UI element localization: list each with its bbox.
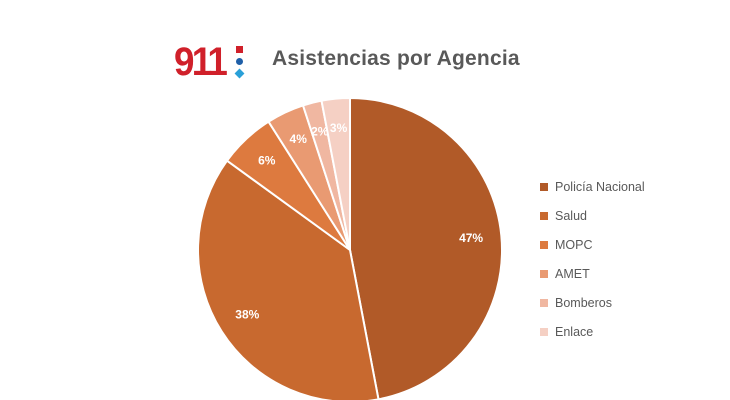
legend-swatch — [540, 182, 548, 191]
logo-dot-icon — [236, 58, 243, 65]
slice-data-label: 4% — [290, 132, 308, 146]
logo-cross-icon — [236, 46, 243, 53]
legend-label: AMET — [555, 266, 590, 281]
slice-data-label: 2% — [311, 124, 329, 138]
legend-item: Salud — [540, 201, 720, 230]
legend-label: Enlace — [555, 324, 594, 339]
slice-data-label: 6% — [258, 154, 276, 168]
logo-text: 911 — [174, 40, 228, 84]
legend-swatch — [540, 327, 548, 336]
slice-data-label: 47% — [459, 231, 483, 245]
legend-swatch — [540, 298, 548, 307]
pie-slice-enlace — [320, 96, 351, 251]
legend-item: Bomberos — [540, 288, 720, 317]
legend-swatch — [540, 240, 548, 249]
legend-label: Bomberos — [555, 295, 612, 310]
911-logo: 911 — [174, 40, 245, 86]
legend-swatch — [540, 269, 548, 278]
slice-data-label: 38% — [235, 307, 259, 321]
chart-title: Asistencias por Agencia — [272, 47, 520, 70]
pie-slice-salud — [197, 159, 380, 400]
legend-swatch — [540, 211, 548, 220]
legend-item: AMET — [540, 259, 720, 288]
legend-label: Policía Nacional — [555, 179, 645, 194]
slice-data-label: 3% — [330, 121, 348, 135]
legend-item: Enlace — [540, 317, 720, 346]
legend-label: MOPC — [555, 237, 593, 252]
legend-item: Policía Nacional — [540, 172, 720, 201]
legend-label: Salud — [555, 208, 587, 223]
chart-legend: Policía Nacional Salud MOPC AMET Bomberos Enl… — [540, 172, 720, 346]
legend-item: MOPC — [540, 230, 720, 259]
pie-slice-polic-a-nacional — [349, 96, 503, 400]
